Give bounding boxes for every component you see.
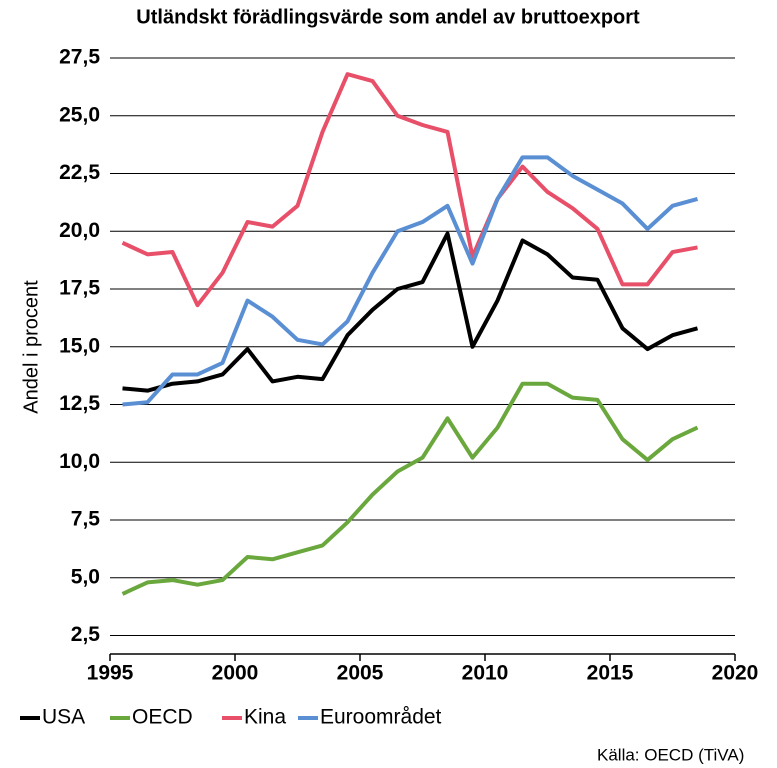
y-tick-label: 7,5 — [71, 508, 101, 531]
legend-label: Kina — [244, 706, 286, 729]
line-series — [122, 231, 699, 393]
line-series — [121, 72, 698, 308]
y-tick-label: 12,5 — [59, 392, 100, 415]
y-tick-label: 15,0 — [59, 334, 100, 357]
y-axis-label: Andel i procent — [20, 280, 42, 414]
y-tick-label: 22,5 — [59, 161, 100, 184]
x-tick-label: 2000 — [212, 662, 259, 685]
y-tick-label: 20,0 — [59, 219, 100, 242]
x-tick-label: 2005 — [337, 662, 384, 685]
y-tick-label: 2,5 — [71, 623, 101, 646]
x-tick-label: 1995 — [87, 662, 134, 685]
y-tick-label: 5,0 — [71, 565, 100, 588]
chart-title: Utländskt förädlingsvärde som andel av b… — [136, 6, 640, 28]
y-tick-label: 10,0 — [59, 450, 100, 473]
y-tick-label: 27,5 — [59, 46, 100, 69]
line-series — [122, 155, 699, 407]
legend-label: OECD — [132, 706, 193, 729]
legend-label: Euroområdet — [320, 706, 442, 729]
legend-label: USA — [42, 706, 85, 729]
y-tick-label: 17,5 — [59, 277, 100, 300]
source: Källa: OECD (TiVA) — [597, 745, 744, 764]
x-tick-label: 2015 — [587, 662, 634, 685]
x-tick-label: 2020 — [712, 662, 759, 685]
line-series — [121, 381, 699, 596]
x-tick-label: 2010 — [462, 662, 509, 685]
y-tick-label: 25,0 — [59, 103, 100, 126]
